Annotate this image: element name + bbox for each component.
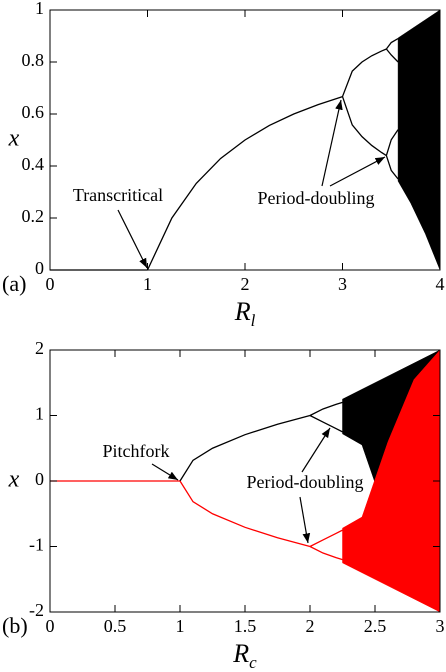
y-tick-label: 1 <box>35 0 44 18</box>
x-axis-label-subscript: l <box>251 311 256 330</box>
branch <box>309 545 343 561</box>
x-tick-label: 0.5 <box>104 616 127 636</box>
annotation: Transcritical <box>73 185 163 205</box>
annotation-arrow <box>321 99 343 187</box>
annotation-arrow <box>329 156 386 187</box>
x-tick-label: 4 <box>436 274 445 294</box>
y-tick-label: 0 <box>35 258 44 278</box>
y-tick-label: -2 <box>29 600 44 620</box>
y-tick-label: -1 <box>29 535 44 555</box>
branch <box>309 401 343 417</box>
y-tick-label: 0.8 <box>22 50 45 70</box>
branch <box>309 529 343 548</box>
annotation: Period-doubling <box>258 188 375 208</box>
branch <box>385 48 399 63</box>
chaotic-band <box>397 9 441 271</box>
panel-label: (a) <box>2 271 26 296</box>
x-tick-label: 3 <box>338 274 347 294</box>
branch <box>179 414 311 482</box>
y-axis-label: x <box>8 126 20 152</box>
y-tick-label: 0.4 <box>22 154 45 174</box>
branch <box>341 48 387 97</box>
x-tick-label: 2 <box>241 274 250 294</box>
y-axis-label: x <box>8 467 20 493</box>
x-tick-label: 1 <box>176 616 185 636</box>
branch <box>341 96 387 157</box>
branch <box>146 95 343 271</box>
annotation: Period-doubling <box>247 472 364 492</box>
y-tick-label: 0.2 <box>22 206 45 226</box>
y-tick-label: 0.6 <box>22 102 45 122</box>
x-tick-label: 2.5 <box>364 616 387 636</box>
branch <box>385 129 399 156</box>
x-axis-label-main: R <box>232 639 249 668</box>
x-axis-label-subscript: c <box>249 653 257 672</box>
branch <box>309 414 343 433</box>
y-tick-label: 1 <box>35 404 44 424</box>
x-tick-label: 3 <box>436 616 445 636</box>
branch <box>385 38 399 50</box>
x-axis-label: Rc <box>232 639 257 672</box>
branch <box>179 480 311 548</box>
branch <box>385 155 399 180</box>
panel-label: (b) <box>2 613 28 638</box>
x-tick-label: 1.5 <box>234 616 257 636</box>
x-axis-label-main: R <box>234 297 251 326</box>
x-tick-label: 0 <box>46 274 55 294</box>
annotation-arrow <box>151 463 179 481</box>
annotation-arrow <box>117 209 148 269</box>
x-axis-label: Rl <box>234 297 256 330</box>
x-tick-label: 1 <box>143 274 152 294</box>
x-tick-label: 2 <box>306 616 315 636</box>
annotation-arrow <box>299 496 311 544</box>
annotation-arrow <box>301 427 331 473</box>
y-tick-label: 0 <box>35 469 44 489</box>
annotation: Pitchfork <box>103 441 170 461</box>
y-tick-label: 2 <box>35 338 44 358</box>
x-tick-label: 0 <box>46 616 55 636</box>
